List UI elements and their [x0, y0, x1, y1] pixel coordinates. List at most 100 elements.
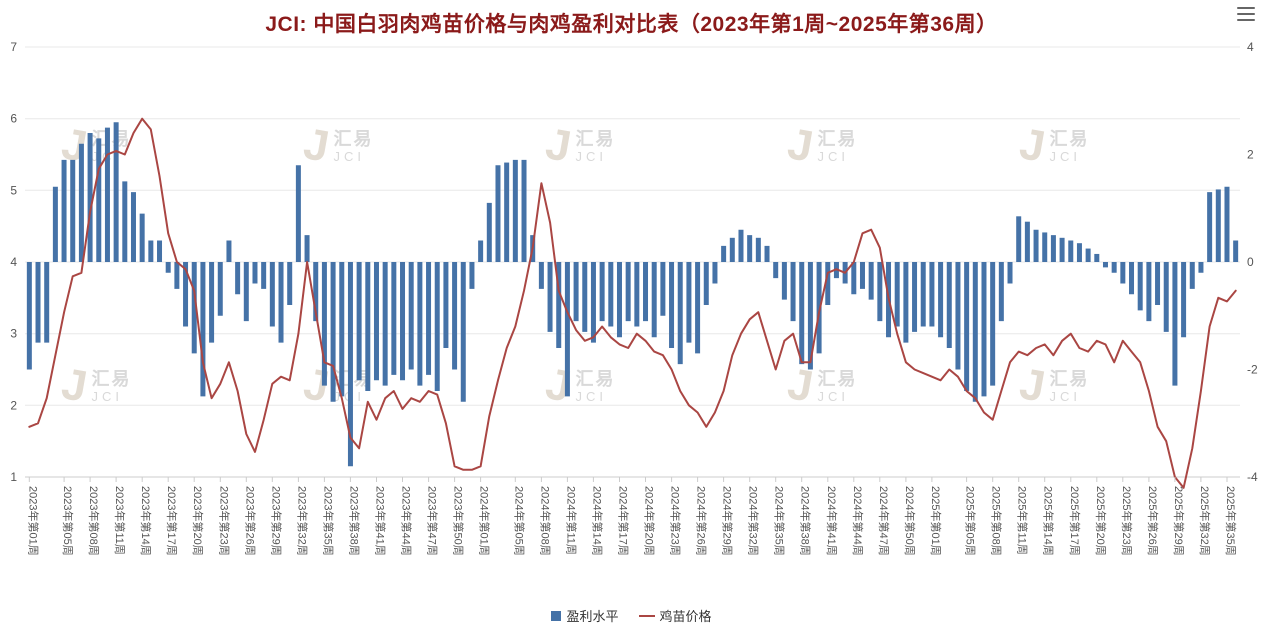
svg-text:2025年第29周: 2025年第29周 [1172, 486, 1186, 556]
svg-text:4: 4 [1247, 40, 1254, 54]
svg-text:5: 5 [10, 183, 17, 197]
svg-text:2024年第32周: 2024年第32周 [747, 486, 761, 556]
profit-bar [912, 262, 918, 332]
svg-text:2024年第01周: 2024年第01周 [478, 486, 492, 556]
svg-text:2025年第26周: 2025年第26周 [1146, 486, 1160, 556]
svg-text:2024年第08周: 2024年第08周 [538, 486, 552, 556]
legend-label-profit: 盈利水平 [566, 609, 619, 624]
profit-bar [209, 262, 215, 343]
svg-text:2023年第41周: 2023年第41周 [374, 486, 388, 556]
profit-bar [556, 262, 562, 348]
svg-text:2024年第14周: 2024年第14周 [590, 486, 604, 556]
profit-bar [799, 262, 805, 365]
profit-bar [278, 262, 284, 343]
profit-bar [625, 262, 631, 322]
profit-bar [1129, 262, 1135, 295]
chart-legend: 盈利水平 鸡苗价格 [0, 606, 1263, 625]
profit-bar [1224, 186, 1230, 262]
profit-bar [365, 262, 371, 391]
svg-text:-4: -4 [1247, 470, 1258, 484]
svg-text:2023年第29周: 2023年第29周 [269, 486, 283, 556]
profit-bar [929, 262, 935, 327]
profit-bar [877, 262, 883, 322]
svg-text:2023年第32周: 2023年第32周 [295, 486, 309, 556]
profit-bar [1233, 240, 1239, 262]
legend-item-price[interactable]: 鸡苗价格 [638, 606, 712, 625]
svg-text:2023年第38周: 2023年第38周 [347, 486, 361, 556]
profit-bar [504, 162, 510, 262]
profit-bar [695, 262, 701, 354]
profit-bar [590, 262, 596, 343]
profit-bar [868, 262, 874, 300]
profit-bar [226, 240, 232, 262]
profit-bar [1137, 262, 1143, 311]
svg-text:2025年第23周: 2025年第23周 [1120, 486, 1134, 556]
svg-text:2023年第20周: 2023年第20周 [191, 486, 205, 556]
legend-marker-line-icon [638, 614, 655, 617]
profit-bar [157, 240, 163, 262]
profit-bar [1207, 192, 1213, 263]
profit-bar [330, 262, 336, 402]
profit-bar [1181, 262, 1187, 338]
profit-bar [964, 262, 970, 391]
profit-bar [547, 262, 553, 332]
profit-bar [1024, 221, 1030, 262]
profit-bar [235, 262, 241, 295]
chart-context-menu-icon[interactable] [1237, 7, 1255, 21]
profit-bar [998, 262, 1004, 322]
profit-bar [1050, 235, 1056, 263]
profit-bar [408, 262, 414, 370]
svg-text:3: 3 [10, 327, 17, 341]
svg-text:2023年第47周: 2023年第47周 [426, 486, 440, 556]
profit-bar [400, 262, 406, 381]
svg-text:2: 2 [1247, 148, 1254, 162]
profit-bar [443, 262, 449, 348]
svg-text:2025年第17周: 2025年第17周 [1068, 486, 1082, 556]
profit-bar [174, 262, 180, 289]
svg-text:2023年第01周: 2023年第01周 [26, 486, 40, 556]
svg-text:2024年第26周: 2024年第26周 [695, 486, 709, 556]
legend-item-profit[interactable]: 盈利水平 [551, 606, 619, 625]
svg-text:2024年第29周: 2024年第29周 [721, 486, 735, 556]
svg-text:2025年第32周: 2025年第32周 [1198, 486, 1212, 556]
profit-bar [859, 262, 865, 289]
profit-bar [608, 262, 614, 327]
profit-bar [148, 240, 154, 262]
profit-bar [434, 262, 440, 391]
profit-bar [669, 262, 675, 348]
profit-bar [790, 262, 796, 322]
svg-text:2023年第05周: 2023年第05周 [61, 486, 75, 556]
profit-bar [78, 143, 84, 262]
profit-bar [1033, 229, 1039, 262]
svg-text:2023年第35周: 2023年第35周 [321, 486, 335, 556]
profit-bar [460, 262, 466, 402]
profit-bar [660, 262, 666, 316]
profit-bar [972, 262, 978, 402]
profit-bar [1085, 248, 1091, 262]
profit-bar [373, 262, 379, 381]
profit-bar [486, 202, 492, 263]
svg-text:2024年第11周: 2024年第11周 [564, 486, 578, 555]
profit-bar [61, 159, 67, 263]
profit-bar [1076, 243, 1082, 262]
profit-bar [1068, 240, 1074, 262]
profit-bar [426, 262, 432, 375]
profit-bar [1094, 253, 1100, 262]
profit-bar [347, 262, 353, 467]
svg-text:2025年第35周: 2025年第35周 [1224, 486, 1238, 556]
profit-bar [35, 262, 41, 343]
profit-bar [582, 262, 588, 332]
svg-text:6: 6 [10, 112, 17, 126]
svg-text:2024年第23周: 2024年第23周 [669, 486, 683, 556]
profit-bar [382, 262, 388, 386]
profit-bar [1016, 216, 1022, 262]
profit-bar [356, 262, 362, 381]
profit-bar [165, 262, 171, 273]
profit-bar [478, 240, 484, 262]
svg-text:2025年第08周: 2025年第08周 [990, 486, 1004, 556]
menu-line [1237, 7, 1255, 9]
svg-text:1: 1 [10, 470, 17, 484]
profit-bar [738, 229, 744, 262]
